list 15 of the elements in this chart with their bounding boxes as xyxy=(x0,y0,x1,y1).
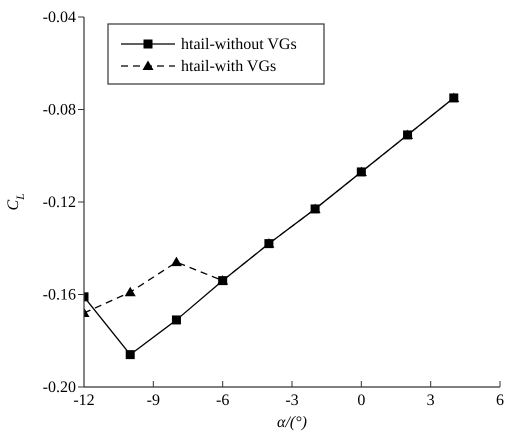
x-tick-label: -12 xyxy=(73,392,95,409)
x-tick-label: -9 xyxy=(146,392,160,409)
x-tick-label: 6 xyxy=(496,392,504,409)
y-tick-label: -0.12 xyxy=(42,194,76,211)
x-tick-label: -6 xyxy=(216,392,230,409)
legend-label: htail-without VGs xyxy=(181,36,297,53)
x-axis-title: α/(°) xyxy=(277,414,307,431)
y-tick-label: -0.04 xyxy=(42,9,76,26)
x-tick-label: -3 xyxy=(285,392,299,409)
y-tick-label: -0.16 xyxy=(42,286,76,304)
legend-label: htail-with VGs xyxy=(181,58,276,75)
x-tick-label: 0 xyxy=(357,392,366,409)
x-tick-label: 3 xyxy=(426,392,435,409)
y-tick-label: -0.20 xyxy=(42,379,76,396)
y-tick-label: -0.08 xyxy=(42,102,76,118)
